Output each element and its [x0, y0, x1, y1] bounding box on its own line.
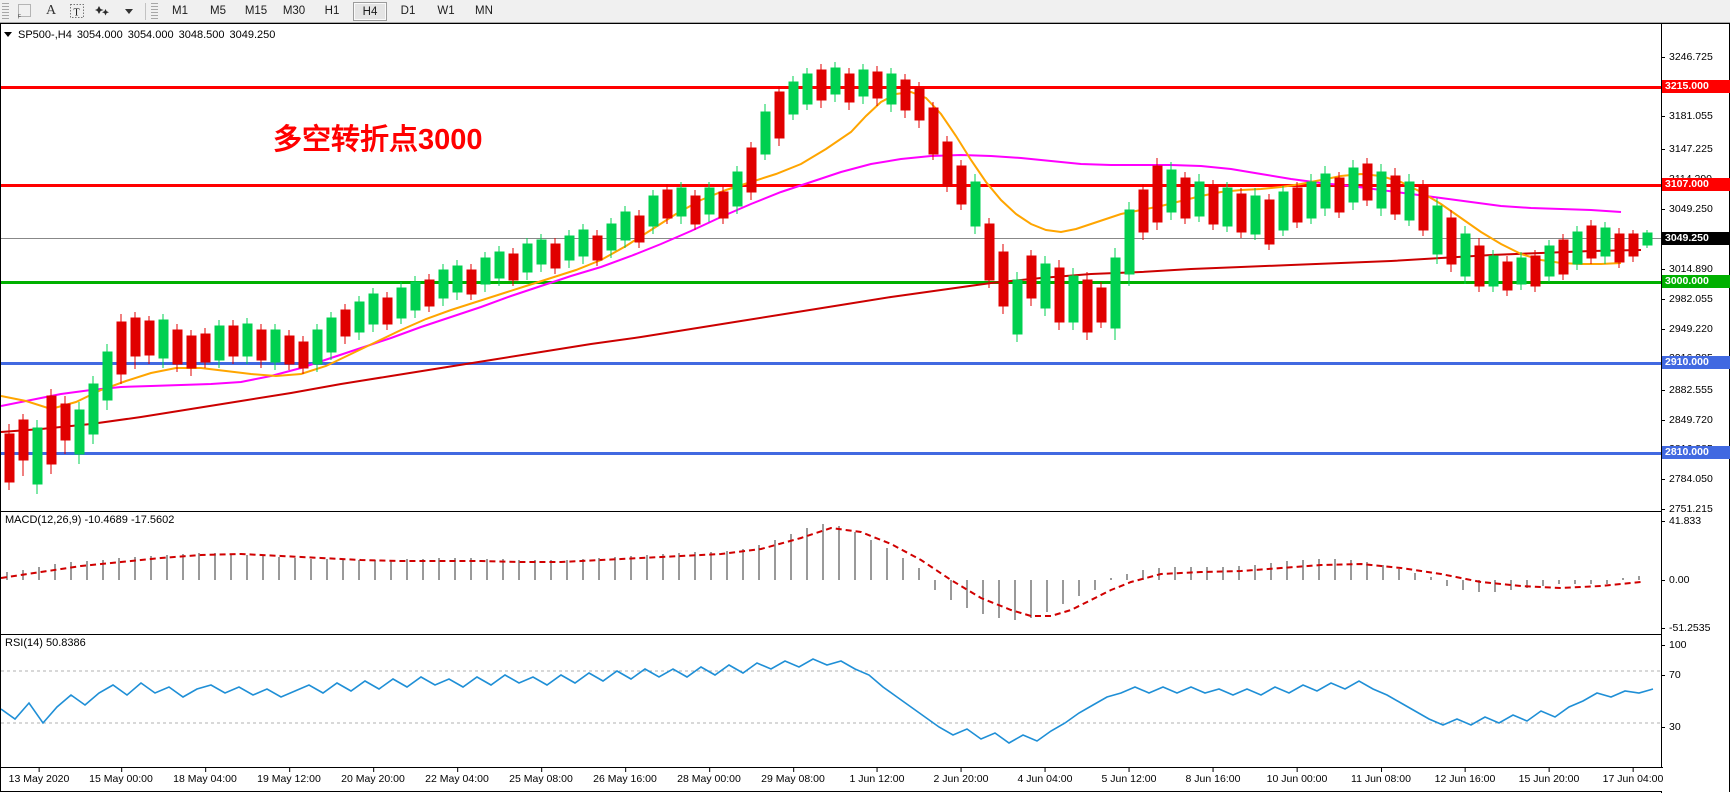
level-line-3107[interactable] — [1, 184, 1663, 187]
price-scale-axis[interactable]: 3246.725 3181.055 3147.225 3114.290 3049… — [1661, 24, 1730, 793]
svg-text:T: T — [73, 7, 79, 18]
macd-panel-title: MACD(12,26,9) -10.4689 -17.5602 — [5, 514, 175, 526]
timeframe-h1[interactable]: H1 — [324, 4, 340, 17]
chart-menu-caret-icon[interactable] — [4, 32, 12, 37]
timeframe-d1[interactable]: D1 — [400, 4, 416, 17]
price-label-2810: 2810.000 — [1662, 446, 1730, 459]
price-tick: 2784.050 — [1661, 474, 1729, 485]
timeframe-mn[interactable]: MN — [475, 4, 493, 17]
price-tick: 3246.725 — [1661, 52, 1729, 63]
time-tick: 12 Jun 16:00 — [1434, 768, 1496, 785]
quote-low: 3048.500 — [178, 28, 225, 41]
time-tick: 15 May 00:00 — [89, 768, 153, 785]
level-line-2910[interactable] — [1, 362, 1663, 365]
crosshair-icon[interactable]: F — [12, 1, 38, 22]
svg-text:F: F — [18, 14, 21, 19]
price-tick: 2849.720 — [1661, 415, 1729, 426]
chart-annotation-text: 多空转折点3000 — [273, 124, 483, 156]
macd-panel-separator — [1, 511, 1663, 512]
timeframe-h4[interactable]: H4 — [353, 1, 387, 21]
price-label-current: 3049.250 — [1662, 232, 1730, 245]
price-panel-plot — [1, 62, 1653, 494]
time-tick: 28 May 00:00 — [677, 768, 741, 785]
time-tick: 11 Jun 08:00 — [1351, 768, 1411, 785]
rsi-axis-tick: 100 — [1661, 640, 1729, 651]
time-tick: 25 May 08:00 — [509, 768, 573, 785]
rsi-panel-title: RSI(14) 50.8386 — [5, 637, 86, 649]
macd-axis-tick: 0.00 — [1661, 575, 1729, 586]
text-label-tool-icon[interactable]: T — [64, 1, 90, 22]
time-tick: 8 Jun 16:00 — [1185, 768, 1241, 785]
macd-axis-tick: -51.2535 — [1661, 623, 1729, 634]
price-tick: 3181.055 — [1661, 111, 1729, 122]
toolbar-divider — [145, 2, 146, 20]
time-tick: 29 May 08:00 — [761, 768, 825, 785]
rsi-panel-separator — [1, 634, 1663, 635]
text-tool-icon[interactable]: A — [45, 3, 57, 18]
rsi-line — [1, 658, 1654, 744]
time-tick: 19 May 12:00 — [257, 768, 321, 785]
level-line-2810[interactable] — [1, 452, 1663, 455]
timeframe-bar-grip[interactable] — [151, 2, 158, 20]
time-tick: 15 Jun 20:00 — [1518, 768, 1580, 785]
level-line-3000[interactable] — [1, 281, 1663, 284]
time-tick: 20 May 20:00 — [341, 768, 405, 785]
ma-slow-line — [1, 249, 1642, 433]
price-tick: 3014.890 — [1661, 264, 1729, 275]
time-tick: 10 Jun 00:00 — [1266, 768, 1328, 785]
price-tick: 2982.055 — [1661, 294, 1729, 305]
price-tick: 2882.555 — [1661, 385, 1729, 396]
time-tick: 2 Jun 20:00 — [933, 768, 989, 785]
timeframe-m30[interactable]: M30 — [282, 4, 306, 17]
time-tick: 18 May 04:00 — [173, 768, 237, 785]
time-tick: 13 May 2020 — [8, 768, 70, 785]
time-tick: 17 Jun 04:00 — [1602, 768, 1664, 785]
timeframe-m15[interactable]: M15 — [244, 4, 268, 17]
quote-close: 3049.250 — [229, 28, 276, 41]
rsi-axis-tick: 70 — [1661, 670, 1729, 681]
price-tick: 3147.225 — [1661, 144, 1729, 155]
toolbar-grip[interactable] — [2, 2, 9, 20]
time-tick: 5 Jun 12:00 — [1101, 768, 1157, 785]
price-tick: 2751.215 — [1661, 504, 1729, 515]
rsi-panel-plot — [1, 658, 1663, 744]
price-label-3107: 3107.000 — [1662, 178, 1730, 191]
macd-panel-plot — [1, 524, 1642, 620]
rsi-axis-tick: 30 — [1661, 722, 1729, 733]
candlestick-series — [4, 62, 1653, 494]
level-line-3049 — [1, 238, 1663, 239]
symbol-quote-line: SP500-,H4 3054.000 3054.000 3048.500 304… — [4, 28, 275, 41]
objects-dropdown-arrow-icon[interactable] — [116, 1, 142, 22]
time-tick: 22 May 04:00 — [425, 768, 489, 785]
time-tick: 4 Jun 04:00 — [1017, 768, 1073, 785]
quote-high: 3054.000 — [127, 28, 174, 41]
chart-window[interactable]: SP500-,H4 3054.000 3054.000 3048.500 304… — [0, 23, 1730, 793]
timeframe-m1[interactable]: M1 — [172, 4, 188, 17]
price-tick: 3049.250 — [1661, 204, 1729, 215]
macd-axis-tick: 41.833 — [1661, 516, 1729, 527]
time-tick: 1 Jun 12:00 — [849, 768, 905, 785]
price-label-3000: 3000.000 — [1662, 275, 1730, 288]
ma-fast-line — [1, 90, 1622, 411]
objects-list-icon[interactable] — [90, 1, 116, 22]
symbol-name: SP500-,H4 — [18, 28, 72, 41]
main-toolbar: F A T M1 M5 M15 M30 H1 H4 D1 W — [0, 0, 1730, 23]
time-scale-axis[interactable]: 13 May 2020 15 May 00:00 18 May 04:00 19… — [1, 767, 1663, 791]
quote-open: 3054.000 — [76, 28, 123, 41]
macd-histogram — [6, 524, 1640, 620]
price-label-3215: 3215.000 — [1662, 80, 1730, 93]
price-tick: 2949.220 — [1661, 324, 1729, 335]
timeframe-w1[interactable]: W1 — [437, 4, 455, 17]
timeframe-m5[interactable]: M5 — [210, 4, 226, 17]
price-label-2910: 2910.000 — [1662, 356, 1730, 369]
time-tick: 26 May 16:00 — [593, 768, 657, 785]
